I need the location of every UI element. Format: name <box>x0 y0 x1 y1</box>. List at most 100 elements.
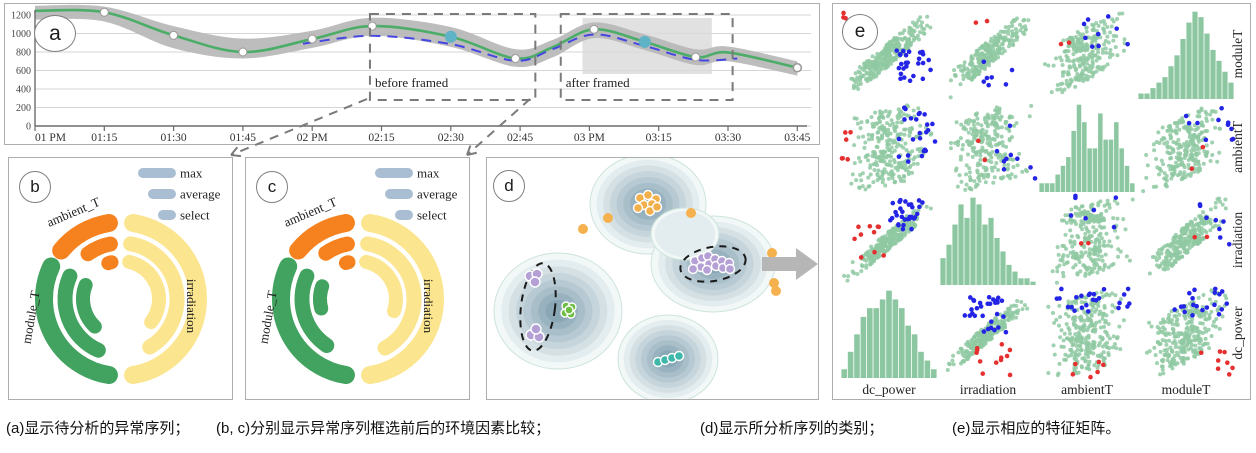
data-point-marker[interactable] <box>510 53 520 63</box>
purple-cluster-right-point[interactable] <box>701 264 713 276</box>
histogram-bar <box>1228 82 1234 99</box>
histogram-bar <box>854 334 860 378</box>
before-framed-label: before framed <box>375 75 449 90</box>
data-point-marker[interactable] <box>691 52 701 62</box>
histogram-bar <box>1103 139 1108 192</box>
splom-col-label-irradiation: irradiation <box>960 382 1016 397</box>
histogram-bar <box>940 258 946 285</box>
ambient_T-average-arc[interactable] <box>80 236 118 262</box>
histogram-bar <box>1108 139 1114 192</box>
purple-cluster-right-point[interactable] <box>687 263 699 275</box>
data-point-marker[interactable] <box>169 30 179 40</box>
x-tick-label: 03 PM <box>574 132 605 144</box>
anomaly-marker[interactable] <box>444 30 457 43</box>
purple-cluster-left-top-point[interactable] <box>529 276 541 288</box>
histogram-bar <box>899 308 905 378</box>
splom-row-label-moduleT: moduleT <box>1230 29 1245 78</box>
histogram-bar <box>905 325 911 378</box>
irradiation-average-arc[interactable] <box>123 236 185 355</box>
legend-label-select: select <box>180 208 210 223</box>
histogram-bar <box>1039 183 1044 192</box>
splom-col-label-moduleT: moduleT <box>1162 382 1211 397</box>
ambient_T-select-arc[interactable] <box>101 255 119 271</box>
histogram-bar <box>1018 278 1024 285</box>
irradiation-max-arc[interactable] <box>124 213 207 385</box>
series-predicted <box>302 33 738 62</box>
teal-cluster-point[interactable] <box>673 350 685 362</box>
histogram-bar <box>970 197 976 285</box>
module_T-select-arc[interactable] <box>313 279 330 316</box>
histogram-bar <box>918 351 924 378</box>
ambient_T-max-arc[interactable] <box>52 213 118 260</box>
irradiation-select-arc[interactable] <box>359 254 403 319</box>
panel-e-badge: e <box>842 14 878 50</box>
after-framed-box[interactable] <box>559 13 734 101</box>
module_T-max-arc[interactable] <box>272 257 355 385</box>
histogram-bar <box>976 204 982 285</box>
density-contour <box>654 210 716 258</box>
purple-cluster-left-bottom-point[interactable] <box>530 323 542 335</box>
histogram-bar <box>1098 113 1103 192</box>
module_T-average-arc[interactable] <box>294 268 335 353</box>
purple-cluster-right-point[interactable] <box>724 263 736 275</box>
histogram-bar <box>1124 165 1130 192</box>
data-point-marker[interactable] <box>238 47 248 57</box>
histogram-bar <box>1044 183 1050 192</box>
orange-cluster-point[interactable] <box>642 189 654 201</box>
caption-d: (d)显示所分析序列的类别； <box>700 420 884 437</box>
connector-arrowhead <box>466 145 472 156</box>
data-point-marker[interactable] <box>589 24 599 34</box>
histogram-bar <box>1050 183 1055 192</box>
x-tick-label: 01:45 <box>230 132 256 144</box>
histogram-bar <box>952 224 958 285</box>
splom-cell-moduleT-vs-irradiation <box>948 16 1031 100</box>
green-cluster-point[interactable] <box>564 305 574 315</box>
x-tick-label: 01:30 <box>160 132 186 144</box>
cluster-selection-ellipse[interactable] <box>516 261 560 352</box>
ambient_T-select-arc[interactable] <box>338 255 356 270</box>
histogram-bar <box>892 299 899 378</box>
data-point-marker[interactable] <box>99 7 109 17</box>
histogram-bar <box>946 244 952 285</box>
outlier-point[interactable] <box>603 213 613 223</box>
panel-b-badge: b <box>19 171 51 203</box>
data-point-marker[interactable] <box>307 34 317 44</box>
splom-cell-ambientT-vs-ambientT <box>1039 104 1135 192</box>
outlier-point[interactable] <box>578 224 588 234</box>
module_T-average-arc[interactable] <box>57 268 106 358</box>
y-tick-label: 0 <box>26 122 31 133</box>
series-end-marker[interactable] <box>792 62 803 73</box>
outlier-point[interactable] <box>686 208 696 218</box>
orange-cluster-point[interactable] <box>632 202 644 214</box>
anomaly-marker[interactable] <box>638 35 651 48</box>
scatterplot-matrix: dc_power irradiation ambientT moduleT module… <box>839 10 1245 397</box>
irradiation-average-arc[interactable] <box>360 236 422 356</box>
cluster-selection-ellipse[interactable] <box>678 242 749 287</box>
density-cluster-plot <box>493 158 781 399</box>
ambient_T-max-arc[interactable] <box>289 213 355 260</box>
module_T-select-arc[interactable] <box>76 278 102 334</box>
ambient_T-average-arc[interactable] <box>318 236 355 261</box>
outlier-point[interactable] <box>771 286 781 296</box>
irradiation-select-arc[interactable] <box>122 254 166 330</box>
splom-row-label-dc_power: dc_power <box>1230 306 1245 360</box>
histogram-bar <box>958 204 964 285</box>
legend-label-average: average <box>180 187 221 202</box>
orange-cluster-point[interactable] <box>651 201 663 213</box>
splom-cell-dc_power-vs-moduleT <box>1144 286 1235 377</box>
histogram-bar <box>924 360 931 378</box>
outlier-point[interactable] <box>767 248 777 258</box>
module_T-max-arc[interactable] <box>35 257 118 385</box>
irradiation-max-arc[interactable] <box>361 213 444 385</box>
panel-d-badge: d <box>493 170 525 202</box>
splom-cell-moduleT-vs-ambientT <box>1042 11 1130 95</box>
histogram-bar <box>982 224 988 285</box>
x-tick-label: 02 PM <box>297 132 328 144</box>
histogram-bar <box>1210 49 1216 99</box>
before-framed-box[interactable] <box>368 13 537 101</box>
histogram-bar <box>1162 77 1168 99</box>
histogram-bar <box>1150 88 1156 99</box>
histogram-bar <box>1006 264 1012 285</box>
outlier-point[interactable] <box>769 278 779 288</box>
panel-e-splom: dc_power irradiation ambientT moduleT module… <box>832 3 1251 400</box>
